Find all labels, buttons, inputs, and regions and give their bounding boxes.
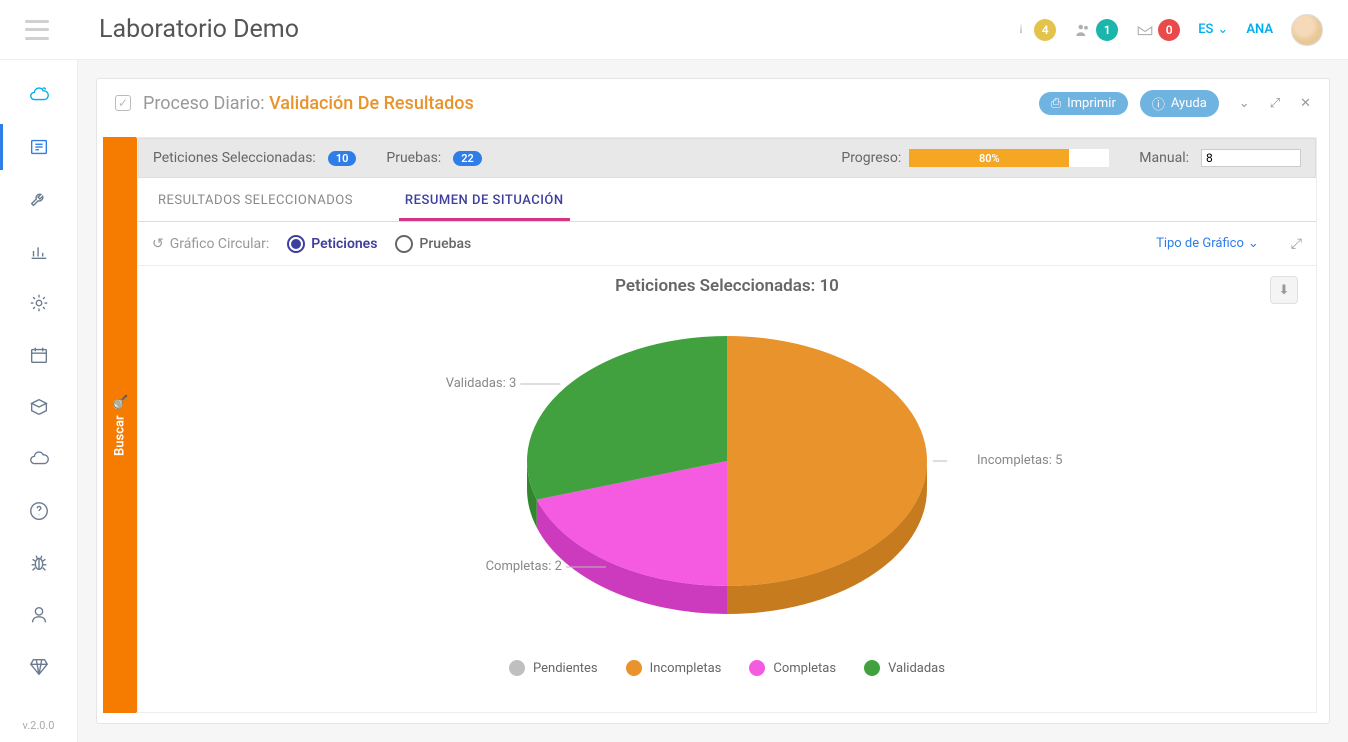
- legend-label: Incompletas: [650, 661, 722, 676]
- sidebar-item-box[interactable]: [0, 390, 77, 424]
- chart-label-text: Gráfico Circular:: [170, 236, 270, 252]
- sidebar-item-bug[interactable]: [0, 546, 77, 580]
- sidebar: v.2.0.0: [0, 60, 78, 742]
- pie-slice-label: Completas: 2: [486, 559, 562, 574]
- print-button[interactable]: ⎙ Imprimir: [1039, 92, 1128, 115]
- stats-bar: Peticiones Seleccionadas: 10 Pruebas: 22…: [138, 138, 1316, 178]
- search-tab-label: Buscar: [113, 416, 128, 457]
- breadcrumb-label: Proceso Diario:: [143, 93, 265, 114]
- radio-peticiones[interactable]: Peticiones: [287, 235, 377, 253]
- peticiones-label: Peticiones Seleccionadas:: [153, 150, 316, 166]
- mail-badge: 0: [1158, 19, 1180, 41]
- menu-toggle[interactable]: [25, 20, 49, 40]
- alert-icon: [1012, 21, 1030, 39]
- page-title: Validación De Resultados: [269, 93, 474, 114]
- expand-chart-icon[interactable]: ⤢: [1291, 236, 1302, 252]
- users-badge: 1: [1096, 19, 1118, 41]
- users-icon: [1074, 21, 1092, 39]
- progreso-label: Progreso:: [841, 150, 901, 166]
- tabs: RESULTADOS SELECCIONADOS RESUMEN DE SITU…: [138, 178, 1316, 222]
- help-button[interactable]: ⓘ Ayuda: [1140, 90, 1219, 117]
- tab-resultados[interactable]: RESULTADOS SELECCIONADOS: [152, 183, 359, 221]
- legend-dot: [864, 660, 880, 676]
- manual-label: Manual:: [1139, 150, 1189, 166]
- fullscreen-icon[interactable]: ⤢: [1270, 96, 1280, 111]
- print-label: Imprimir: [1067, 96, 1116, 111]
- history-icon: ↺: [152, 236, 164, 252]
- legend-dot: [509, 660, 525, 676]
- alerts-button[interactable]: 4: [1012, 19, 1056, 41]
- legend-label: Validadas: [888, 661, 945, 676]
- sidebar-item-cloud2[interactable]: [0, 442, 77, 476]
- panel-header: Proceso Diario: Validación De Resultados…: [97, 79, 1329, 127]
- chart-title: Peticiones Seleccionadas: 10: [138, 276, 1316, 296]
- help-label: Ayuda: [1171, 96, 1207, 111]
- chevron-down-icon: ⌄: [1217, 22, 1228, 37]
- legend-dot: [749, 660, 765, 676]
- tab-resumen[interactable]: RESUMEN DE SITUACIÓN: [399, 183, 570, 221]
- chart-type-label: ↺ Gráfico Circular:: [152, 236, 269, 252]
- chart-type-dropdown[interactable]: Tipo de Gráfico ⌄: [1156, 236, 1259, 251]
- close-icon[interactable]: ✕: [1300, 96, 1311, 111]
- legend-label: Pendientes: [533, 661, 598, 676]
- radio-pruebas-label: Pruebas: [419, 236, 471, 252]
- sidebar-item-tools[interactable]: [0, 182, 77, 216]
- progress-text: 80%: [979, 152, 1000, 165]
- chart-type-link-label: Tipo de Gráfico: [1156, 236, 1244, 251]
- legend-item[interactable]: Pendientes: [509, 660, 598, 676]
- info-icon: ⓘ: [1152, 94, 1165, 113]
- pruebas-label: Pruebas:: [386, 150, 441, 166]
- sidebar-item-user[interactable]: [0, 598, 77, 632]
- pie-slice-label: Incompletas: 5: [977, 453, 1062, 468]
- chart-controls: ↺ Gráfico Circular: Peticiones Pruebas: [138, 222, 1316, 266]
- legend-dot: [626, 660, 642, 676]
- chart-area: Peticiones Seleccionadas: 10 ⬇ Incomplet…: [138, 266, 1316, 712]
- chart-legend: Pendientes Incompletas Completas Validadas: [138, 660, 1316, 676]
- radio-on-icon: [287, 235, 305, 253]
- chevron-down-icon: ⌄: [1248, 236, 1259, 251]
- language-label: ES: [1198, 22, 1213, 37]
- topbar: Laboratorio Demo 4 1 0 ES ⌄ ANA: [0, 0, 1348, 60]
- app-title: Laboratorio Demo: [99, 15, 299, 44]
- pie-chart: Incompletas: 5 Completas: 2 Validadas: 3: [138, 296, 1316, 656]
- sidebar-item-stats[interactable]: [0, 234, 77, 268]
- mail-button[interactable]: 0: [1136, 19, 1180, 41]
- legend-label: Completas: [773, 661, 836, 676]
- search-tab[interactable]: Buscar 🔍: [103, 137, 137, 713]
- progress-bar: 80%: [909, 149, 1109, 167]
- radio-off-icon: [395, 235, 413, 253]
- sidebar-item-news[interactable]: [0, 130, 77, 164]
- sidebar-item-diamond[interactable]: [0, 650, 77, 684]
- mail-icon: [1136, 21, 1154, 39]
- panel-check-icon: [115, 95, 131, 111]
- user-menu[interactable]: ANA: [1246, 22, 1273, 37]
- legend-item[interactable]: Incompletas: [626, 660, 722, 676]
- legend-item[interactable]: Validadas: [864, 660, 945, 676]
- alerts-badge: 4: [1034, 19, 1056, 41]
- language-selector[interactable]: ES ⌄: [1198, 22, 1228, 37]
- panel: Proceso Diario: Validación De Resultados…: [96, 78, 1330, 724]
- manual-input[interactable]: [1201, 149, 1301, 167]
- sidebar-item-help[interactable]: [0, 494, 77, 528]
- peticiones-count: 10: [328, 151, 357, 166]
- version-label: v.2.0.0: [22, 719, 54, 732]
- search-icon: 🔍: [112, 394, 128, 409]
- radio-peticiones-label: Peticiones: [311, 236, 377, 252]
- panel-title: Proceso Diario: Validación De Resultados: [143, 93, 474, 114]
- avatar[interactable]: [1291, 14, 1323, 46]
- collapse-icon[interactable]: ⌄: [1239, 96, 1250, 111]
- users-button[interactable]: 1: [1074, 19, 1118, 41]
- sidebar-item-cloud[interactable]: [0, 78, 77, 112]
- legend-item[interactable]: Completas: [749, 660, 836, 676]
- sidebar-item-calendar[interactable]: [0, 338, 77, 372]
- printer-icon: ⎙: [1051, 96, 1061, 111]
- sidebar-item-settings[interactable]: [0, 286, 77, 320]
- pie-slice-label: Validadas: 3: [446, 376, 517, 391]
- radio-pruebas[interactable]: Pruebas: [395, 235, 471, 253]
- pruebas-count: 22: [453, 151, 482, 166]
- progress-fill: 80%: [909, 149, 1069, 167]
